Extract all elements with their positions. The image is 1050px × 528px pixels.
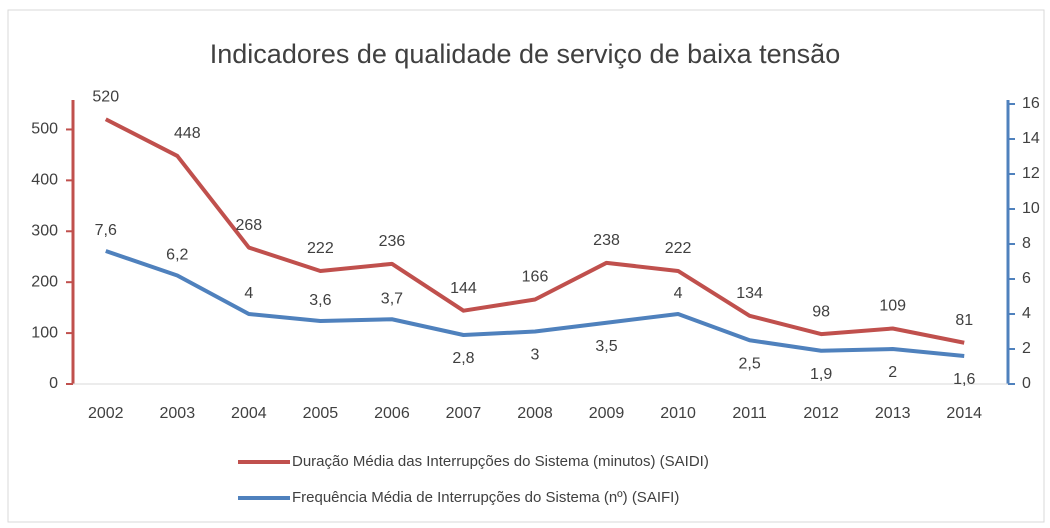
data-label: 2,8 (452, 350, 474, 367)
data-label: 4 (674, 285, 683, 302)
y2-tick-label: 0 (1022, 375, 1031, 392)
chart-frame (7, 9, 1045, 523)
x-tick-label: 2008 (517, 405, 553, 422)
legend-label: Frequência Média de Interrupções do Sist… (292, 489, 679, 506)
data-label: 7,6 (95, 222, 117, 239)
data-label: 222 (307, 240, 334, 257)
x-tick-label: 2014 (946, 405, 982, 422)
y-tick-label: 200 (31, 273, 58, 290)
data-label: 98 (812, 303, 830, 320)
line-series (104, 117, 965, 345)
data-label: 520 (92, 88, 119, 105)
data-label: 6,2 (166, 247, 188, 264)
x-tick-label: 2005 (303, 405, 339, 422)
data-label: 4 (244, 285, 253, 302)
data-label: 144 (450, 280, 477, 297)
data-label: 3,7 (381, 290, 403, 307)
data-label: 3,5 (595, 338, 617, 355)
data-label: 2 (888, 364, 897, 381)
data-label: 3,6 (309, 292, 331, 309)
y-tick-label: 400 (31, 172, 58, 189)
y-tick-label: 0 (49, 375, 58, 392)
x-tick-label: 2006 (374, 405, 410, 422)
legend-label: Duração Média das Interrupções do Sistem… (292, 453, 709, 470)
y-tick-label: 100 (31, 324, 58, 341)
y2-tick-label: 12 (1022, 165, 1040, 182)
data-label: 1,6 (953, 371, 975, 388)
data-label: 448 (174, 125, 201, 142)
x-tick-label: 2009 (589, 405, 625, 422)
data-label: 1,9 (810, 366, 832, 383)
x-tick-label: 2004 (231, 405, 267, 422)
x-tick-label: 2007 (446, 405, 482, 422)
y2-tick-label: 6 (1022, 270, 1031, 287)
data-label: 2,5 (738, 355, 760, 372)
data-label: 236 (379, 233, 406, 250)
y2-tick-label: 2 (1022, 340, 1031, 357)
data-label: 81 (955, 312, 973, 329)
line-series (105, 249, 965, 358)
data-label: 3 (531, 347, 540, 364)
x-tick-label: 2003 (160, 405, 196, 422)
y-tick-label: 300 (31, 222, 58, 239)
y2-tick-label: 16 (1022, 95, 1040, 112)
x-tick-label: 2012 (803, 405, 839, 422)
data-label: 134 (736, 285, 763, 302)
data-label: 166 (522, 269, 549, 286)
x-tick-label: 2013 (875, 405, 911, 422)
x-tick-label: 2010 (660, 405, 696, 422)
x-tick-label: 2011 (732, 405, 767, 422)
y2-tick-label: 8 (1022, 235, 1031, 252)
chart-title: Indicadores de qualidade de serviço de b… (210, 39, 840, 69)
data-label: 109 (879, 298, 906, 315)
y2-tick-label: 10 (1022, 200, 1040, 217)
y2-tick-label: 14 (1022, 130, 1040, 147)
data-label: 222 (665, 240, 692, 257)
y-tick-label: 500 (31, 121, 58, 138)
x-tick-label: 2002 (88, 405, 124, 422)
data-label: 238 (593, 232, 620, 249)
data-label: 268 (235, 217, 262, 234)
y2-tick-label: 4 (1022, 305, 1031, 322)
